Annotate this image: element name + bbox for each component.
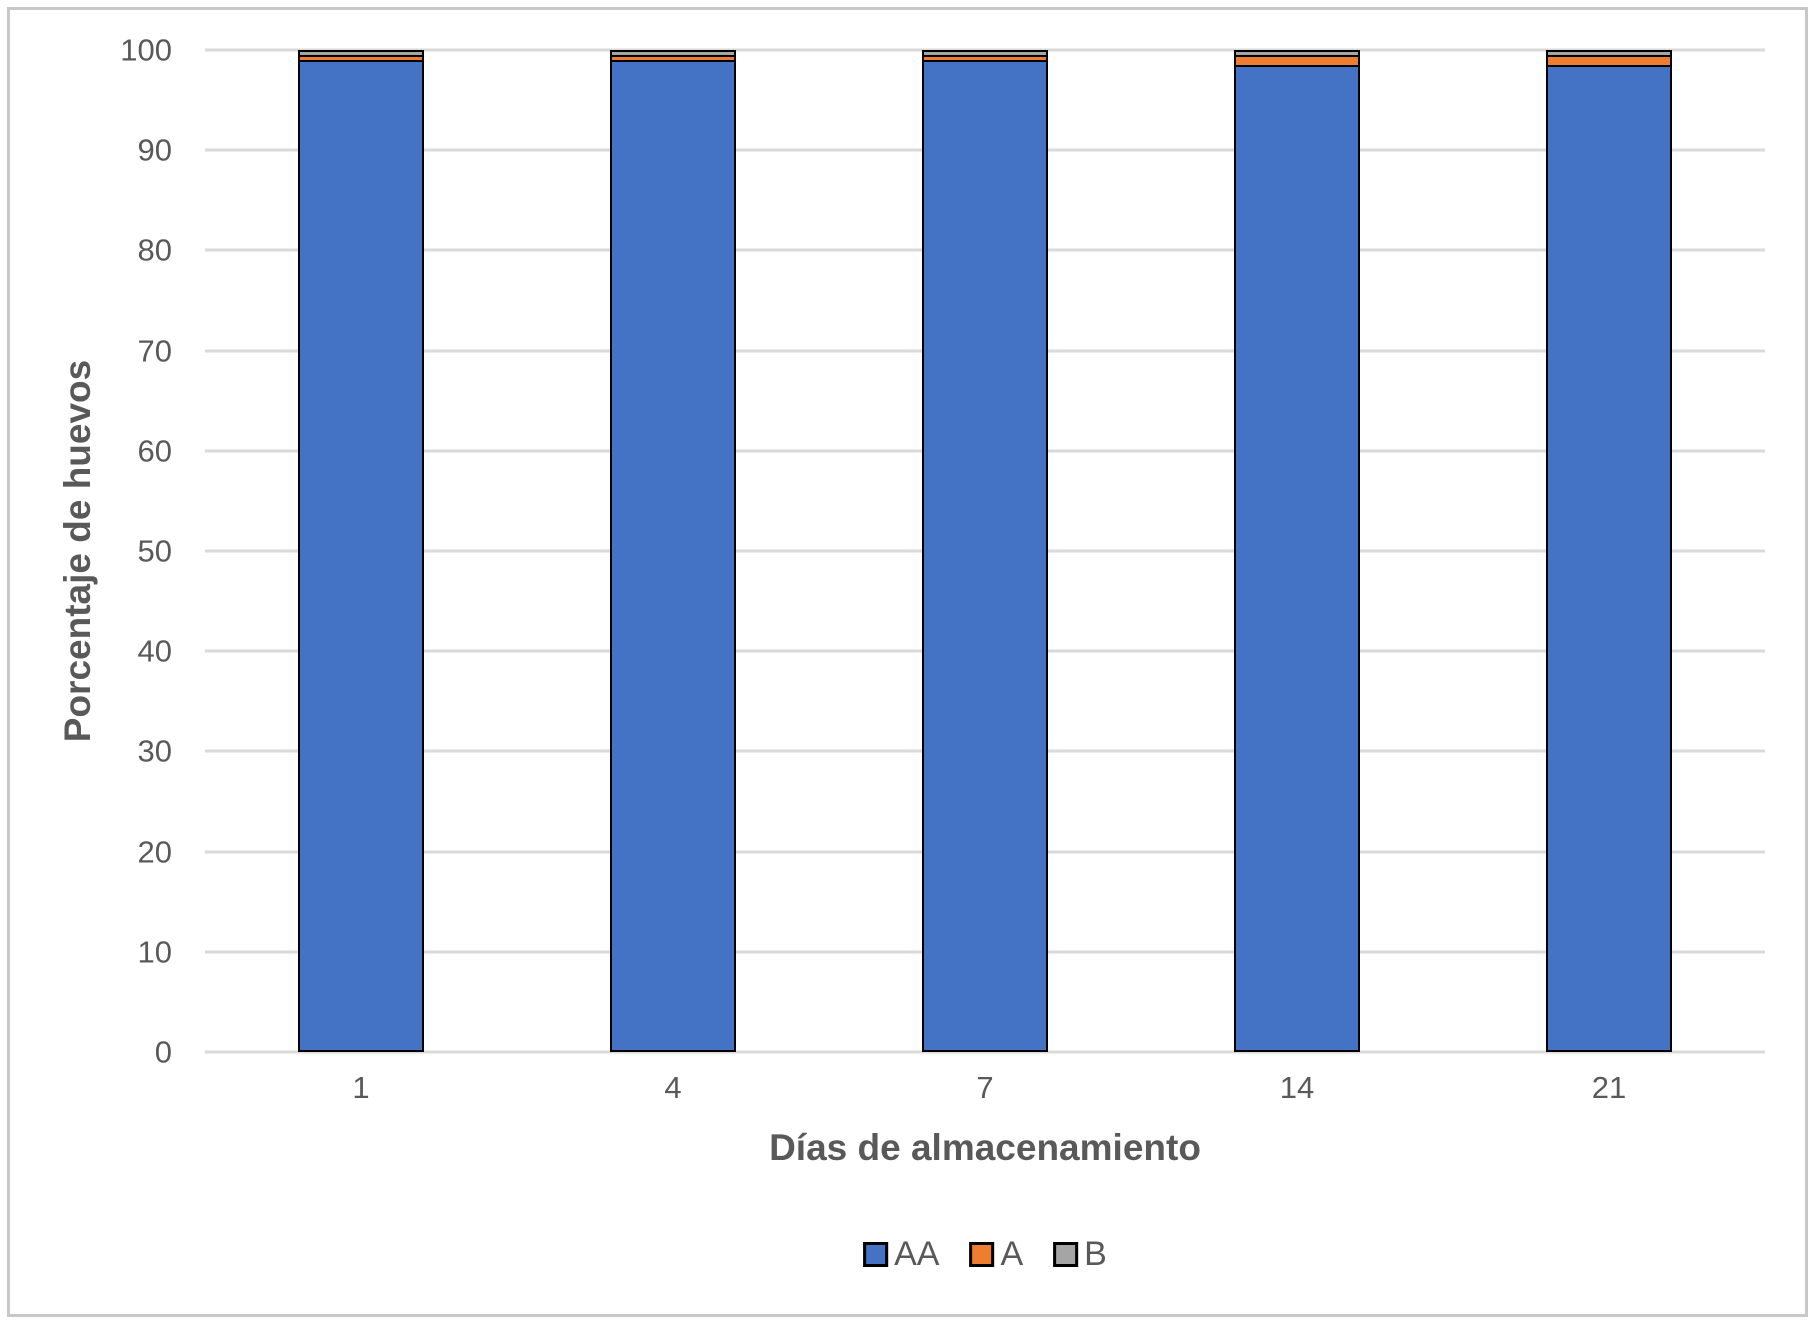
y-tick-label-10: 10 [137,934,172,970]
legend-swatch-aa [863,1241,889,1267]
bar-column-day-1 [298,50,424,1052]
bar-column-day-4 [610,50,736,1052]
legend: AA A B [863,1237,1107,1271]
y-tick-label-0: 0 [154,1034,172,1070]
legend-item-aa: AA [863,1237,939,1271]
bar-segment-b-day-14 [1234,50,1360,56]
gridline-y-0 [205,1050,1765,1054]
y-tick-label-30: 30 [137,733,172,769]
y-axis-title: Porcentaje de huevos [57,359,98,743]
y-tick-label-80: 80 [137,232,172,268]
bar-column-day-21 [1546,50,1672,1052]
bar-segment-a-day-14 [1234,55,1360,66]
x-tick-label-21: 21 [1591,1070,1627,1105]
legend-label-aa: AA [894,1235,940,1273]
gridline-y-100 [205,48,1765,52]
bar-segment-a-day-4 [610,55,736,61]
y-tick-label-40: 40 [137,633,172,669]
legend-label-b: B [1084,1235,1107,1273]
x-axis-title: Días de almacenamiento [769,1127,1201,1168]
x-tick-label-7: 7 [976,1070,994,1105]
bar-segment-aa-day-4 [610,60,736,1052]
bar-column-day-7 [922,50,1048,1052]
y-tick-label-100: 100 [120,32,172,68]
bar-column-day-14 [1234,50,1360,1052]
y-tick-label-60: 60 [137,433,172,469]
bar-segment-aa-day-21 [1546,65,1672,1052]
x-tick-label-1: 1 [352,1070,370,1105]
legend-swatch-a [969,1241,995,1267]
y-tick-label-50: 50 [137,533,172,569]
x-tick-label-4: 4 [664,1070,682,1105]
plot-area [205,50,1765,1052]
legend-swatch-b [1053,1241,1079,1267]
bar-segment-b-day-7 [922,50,1048,56]
legend-item-a: A [969,1237,1023,1271]
legend-item-b: B [1053,1237,1107,1271]
y-tick-label-90: 90 [137,132,172,168]
legend-label-a: A [1000,1235,1024,1273]
bar-segment-a-day-1 [298,55,424,61]
bar-segment-a-day-21 [1546,55,1672,66]
bar-segment-aa-day-7 [922,60,1048,1052]
bar-segment-a-day-7 [922,55,1048,61]
y-tick-label-20: 20 [137,834,172,870]
bar-segment-b-day-21 [1546,50,1672,56]
bar-segment-aa-day-1 [298,60,424,1052]
x-tick-label-14: 14 [1279,1070,1315,1105]
bar-segment-b-day-1 [298,50,424,56]
bar-segment-aa-day-14 [1234,65,1360,1052]
y-tick-label-70: 70 [137,333,172,369]
bar-segment-b-day-4 [610,50,736,56]
